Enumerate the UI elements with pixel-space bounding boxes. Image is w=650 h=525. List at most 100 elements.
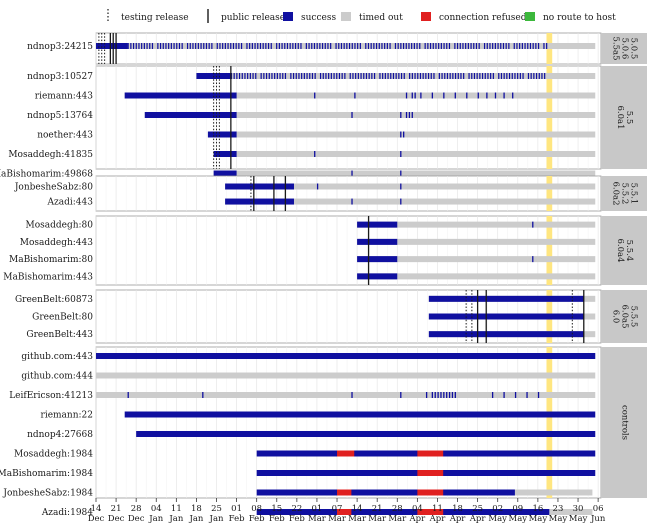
success-blip — [279, 73, 281, 79]
success-blip — [314, 73, 316, 79]
success-blip — [149, 43, 151, 49]
success-blip — [454, 43, 456, 49]
x-tick-day: 25 — [211, 504, 222, 514]
x-tick-month: Dec — [108, 514, 125, 524]
success-blip — [424, 43, 426, 49]
x-tick-day: 07 — [332, 504, 343, 514]
success-blip — [157, 43, 159, 49]
success-blip — [265, 73, 268, 79]
success-blip — [176, 43, 178, 49]
row-azadi-1984: Azadi:1984 — [41, 508, 593, 518]
success-blip — [325, 73, 327, 79]
success-blip — [446, 43, 448, 49]
success-blip — [211, 43, 213, 49]
success-blip — [429, 43, 432, 49]
row-mosaddegh-1984: Mosaddegh:1984 — [14, 450, 596, 460]
success-blip — [127, 43, 129, 49]
row-mosaddegh-443: Mosaddegh:443 — [20, 238, 596, 248]
success-blip — [316, 183, 319, 190]
success-segment — [357, 256, 398, 263]
timeout-segment — [96, 372, 596, 379]
x-tick-day: 30 — [573, 504, 584, 514]
success-segment — [144, 112, 237, 118]
success-blip — [467, 43, 469, 49]
success-blip — [219, 43, 221, 49]
success-blip — [303, 73, 305, 79]
highlight-band — [546, 347, 553, 498]
row-jonbeshesabz-80: JonbesheSabz:80 — [14, 183, 596, 193]
success-segment — [124, 92, 237, 99]
success-blip — [363, 73, 365, 79]
success-blip — [537, 43, 540, 49]
success-blip — [314, 92, 316, 99]
facet-strip — [601, 66, 647, 169]
success-blip — [236, 73, 238, 79]
refused-segment — [337, 489, 352, 496]
success-blip — [435, 43, 437, 49]
success-blip — [477, 92, 479, 99]
success-blip — [319, 43, 321, 49]
success-blip — [456, 43, 459, 49]
x-tick-day: 14 — [91, 504, 102, 514]
x-tick-day: 18 — [191, 504, 202, 514]
success-blip — [359, 43, 361, 49]
success-blip — [351, 198, 353, 205]
success-blip — [276, 43, 278, 49]
success-blip — [300, 43, 302, 49]
success-blip — [431, 92, 434, 99]
success-blip — [411, 43, 413, 49]
x-tick-day: 25 — [472, 504, 483, 514]
x-tick-day: 11 — [432, 504, 443, 514]
row-riemann-443: riemann:443 — [35, 92, 596, 102]
success-blip — [141, 43, 143, 49]
timeout-segment — [225, 183, 596, 190]
success-blip — [254, 43, 256, 49]
success-blip — [417, 73, 419, 79]
success-blip — [247, 73, 249, 79]
success-blip — [454, 92, 456, 99]
success-blip — [508, 43, 510, 49]
legend-timeout-swatch — [341, 12, 351, 21]
x-tick-day: 09 — [512, 504, 523, 514]
success-blip — [373, 43, 375, 49]
refused-segment — [417, 489, 444, 496]
success-blip — [405, 112, 408, 118]
row-label: JonbesheSabz:1984 — [2, 489, 93, 499]
success-blip — [379, 73, 381, 79]
facet-panel-1: ndnop3:10527 riemann:443 ndnop5:13764 noeth… — [0, 65, 647, 180]
success-blip — [259, 43, 262, 49]
success-blip — [306, 73, 308, 79]
facet-panels: ndnop3:24215 5.0.55.0.65.5a5 ndnop3:10527 r… — [0, 32, 647, 518]
facet-version-label: 5.5 — [624, 111, 634, 125]
success-blip — [414, 92, 416, 99]
success-blip — [425, 392, 428, 398]
success-blip — [309, 73, 311, 79]
success-blip — [392, 73, 395, 79]
success-blip — [544, 73, 546, 79]
success-blip — [313, 43, 316, 49]
success-blip — [349, 73, 351, 79]
x-tick-day: 23 — [553, 504, 564, 514]
legend-success-swatch — [283, 12, 293, 21]
success-blip — [233, 73, 235, 79]
success-blip — [479, 73, 481, 79]
success-blip — [420, 92, 422, 99]
success-blip — [311, 43, 313, 49]
x-tick-month: Mar — [328, 514, 347, 524]
timeout-segment — [357, 256, 596, 263]
success-blip — [186, 43, 189, 49]
success-blip — [427, 43, 429, 49]
success-blip — [448, 43, 451, 49]
success-blip — [281, 43, 283, 49]
timeout-segment — [213, 151, 596, 157]
success-blip — [425, 73, 427, 79]
success-blip — [452, 73, 454, 79]
success-blip — [444, 73, 446, 79]
success-blip — [268, 73, 270, 79]
success-blip — [434, 392, 436, 398]
success-blip — [494, 43, 496, 49]
success-segment — [256, 509, 550, 515]
x-tick-month: Dec — [128, 514, 145, 524]
row-label: ndnop3:24215 — [27, 42, 93, 52]
